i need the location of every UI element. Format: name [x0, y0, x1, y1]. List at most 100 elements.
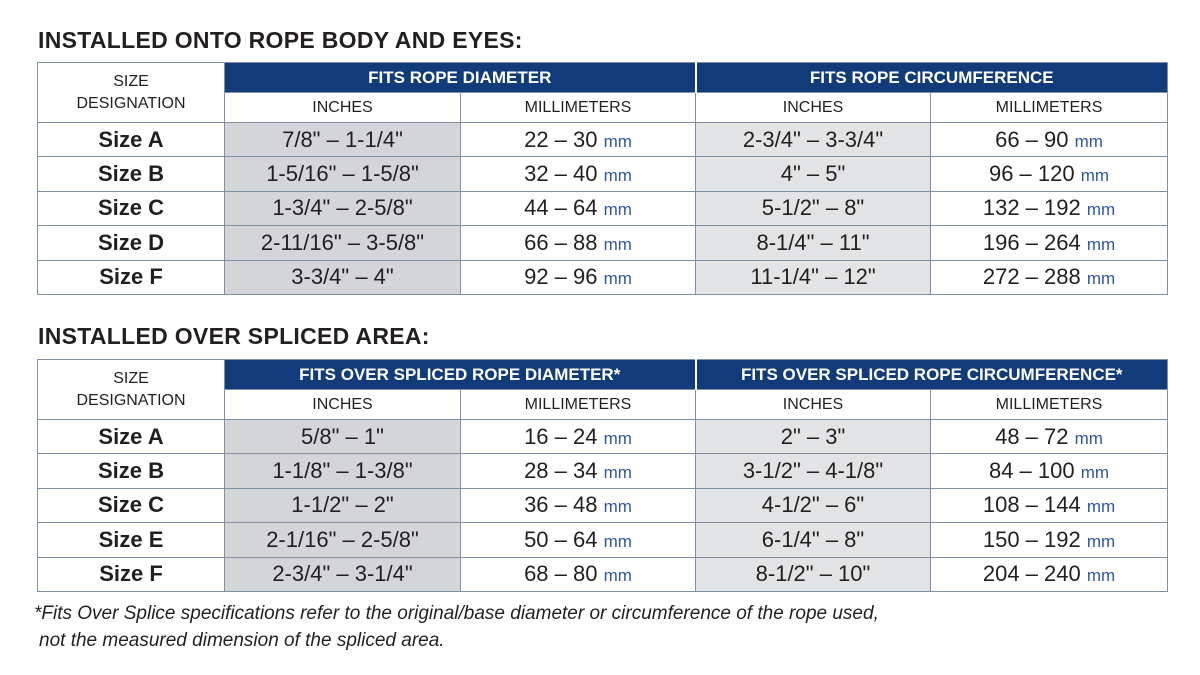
diameter-mm-cell: 92 – 96 mm: [459, 259, 697, 295]
mm-unit-label: mm: [1086, 497, 1116, 517]
diameter-mm-cell-value: 22 – 30: [524, 126, 598, 152]
size-label-value: Size F: [99, 264, 163, 290]
diameter-inches-cell: 2-1/16" – 2-5/8": [224, 522, 461, 558]
circumference-mm-cell-value: 204 – 240: [982, 561, 1081, 587]
circumference-inches-cell-value: 5-1/2" – 8": [761, 195, 865, 221]
diameter-mm-cell: 28 – 34 mm: [460, 453, 696, 489]
diameter-mm-cell-value: 50 – 64: [524, 526, 598, 552]
circumference-inches-cell: 6-1/4" – 8": [695, 522, 931, 558]
unit-header-inches: INCHES: [695, 389, 931, 420]
size-label: Size B: [37, 156, 225, 192]
diameter-mm-cell-value: 66 – 88: [524, 229, 598, 255]
mm-unit-label: mm: [1080, 463, 1110, 483]
table-row: Size E 2-1/16" – 2-5/8" 50 – 64 mm 6-1/4" –…: [37, 522, 1169, 558]
table-row: Size F 2-3/4" – 3-1/4" 68 – 80 mm 8-1/2" – …: [37, 556, 1169, 592]
size-designation-header: SIZE DESIGNATION: [37, 62, 225, 123]
table-row: Size A 7/8" – 1-1/4" 22 – 30 mm 2-3/4" – 3-…: [37, 121, 1169, 158]
group-header-diameter: FITS ROPE DIAMETER: [223, 62, 697, 93]
mm-unit-label: mm: [603, 200, 632, 220]
group-header-spliced-circumference: FITS OVER SPLICED ROPE CIRCUMFERENCE*: [694, 359, 1169, 390]
diameter-mm-cell-value: 32 – 40: [524, 161, 598, 187]
diameter-inches-cell-value: 1-3/4" – 2-5/8": [272, 195, 413, 221]
mm-unit-label: mm: [1080, 166, 1110, 186]
circumference-inches-cell-value: 8-1/2" – 10": [755, 561, 871, 587]
mm-unit-label: mm: [1086, 200, 1116, 220]
circumference-mm-cell: 272 – 288 mm: [930, 259, 1169, 295]
mm-unit-label: mm: [603, 463, 632, 483]
diameter-inches-cell: 3-3/4" – 4": [224, 259, 461, 295]
size-designation-header: SIZE DESIGNATION: [37, 359, 225, 420]
footnote: *Fits Over Splice specifications refer t…: [34, 600, 879, 654]
unit-header-millimeters: MILLIMETERS: [929, 389, 1169, 420]
table-row: Size B 1-5/16" – 1-5/8" 32 – 40 mm 4" – 5" 9…: [37, 156, 1169, 192]
diameter-inches-cell: 1-3/4" – 2-5/8": [224, 190, 461, 227]
size-header-line2: DESIGNATION: [76, 94, 186, 112]
diameter-inches-cell: 1-5/16" – 1-5/8": [224, 156, 461, 192]
circumference-mm-cell: 96 – 120 mm: [930, 156, 1169, 192]
diameter-mm-cell: 66 – 88 mm: [459, 225, 697, 261]
mm-unit-label: mm: [603, 269, 632, 289]
diameter-mm-cell-value: 28 – 34: [524, 458, 598, 484]
circumference-inches-cell-value: 3-1/2" – 4-1/8": [742, 458, 884, 484]
footnote-line2: not the measured dimension of the splice…: [39, 630, 445, 651]
diameter-inches-cell-value: 2-3/4" – 3-1/4": [272, 561, 413, 587]
size-label-value: Size A: [98, 423, 164, 449]
table-row: Size A 5/8" – 1" 16 – 24 mm 2" – 3" 48 – 72 …: [37, 418, 1169, 455]
size-label: Size C: [37, 487, 225, 524]
diameter-mm-cell: 16 – 24 mm: [460, 418, 696, 455]
diameter-mm-cell: 44 – 64 mm: [459, 190, 697, 227]
mm-unit-label: mm: [603, 428, 632, 448]
unit-header-millimeters: MILLIMETERS: [460, 389, 696, 420]
mm-unit-label: mm: [1074, 428, 1103, 448]
size-label: Size B: [37, 453, 225, 489]
size-header-line1: SIZE: [113, 72, 149, 90]
size-label-value: Size F: [99, 561, 163, 587]
mm-unit-label: mm: [603, 234, 632, 254]
size-label-value: Size B: [97, 161, 165, 187]
mm-unit-label: mm: [603, 531, 632, 551]
size-label: Size E: [37, 522, 225, 558]
circumference-mm-cell-value: 272 – 288: [982, 264, 1081, 290]
section1-title: INSTALLED ONTO ROPE BODY AND EYES:: [38, 27, 523, 53]
circumference-mm-cell-value: 48 – 72: [995, 423, 1069, 449]
diameter-inches-cell: 2-3/4" – 3-1/4": [224, 556, 461, 592]
group-header-spliced-diameter: FITS OVER SPLICED ROPE DIAMETER*: [224, 359, 697, 390]
circumference-mm-cell-value: 96 – 120: [988, 161, 1075, 187]
diameter-mm-cell: 36 – 48 mm: [460, 487, 696, 524]
circumference-inches-cell: 8-1/2" – 10": [695, 556, 931, 592]
size-label: Size D: [37, 225, 225, 261]
diameter-mm-cell-value: 68 – 80: [524, 561, 598, 587]
diameter-inches-cell-value: 1-5/16" – 1-5/8": [266, 161, 419, 187]
circumference-inches-cell: 11-1/4" – 12": [695, 259, 932, 295]
size-label-value: Size A: [98, 126, 164, 152]
circumference-mm-cell-value: 196 – 264: [982, 229, 1081, 255]
diameter-inches-cell-value: 1-1/8" – 1-3/8": [272, 458, 413, 484]
mm-unit-label: mm: [1086, 566, 1116, 586]
size-label-value: Size E: [98, 526, 164, 552]
circumference-mm-cell: 150 – 192 mm: [929, 522, 1169, 558]
diameter-mm-cell-value: 92 – 96: [524, 264, 598, 290]
footnote-line1: *Fits Over Splice specifications refer t…: [34, 603, 879, 624]
table-row: Size B 1-1/8" – 1-3/8" 28 – 34 mm 3-1/2" – …: [37, 453, 1169, 489]
circumference-mm-cell: 48 – 72 mm: [929, 418, 1169, 455]
diameter-mm-cell-value: 44 – 64: [524, 195, 598, 221]
mm-unit-label: mm: [1086, 531, 1116, 551]
mm-unit-label: mm: [603, 166, 632, 186]
mm-unit-label: mm: [603, 131, 632, 151]
unit-header-inches: INCHES: [224, 92, 461, 123]
circumference-mm-cell: 108 – 144 mm: [929, 487, 1169, 524]
unit-header-millimeters: MILLIMETERS: [930, 92, 1169, 123]
circumference-inches-cell: 2" – 3": [695, 418, 931, 455]
unit-header-inches: INCHES: [224, 389, 461, 420]
rope-body-spec-table: SIZE DESIGNATION FITS ROPE DIAMETER FITS…: [37, 62, 1169, 295]
circumference-inches-cell-value: 6-1/4" – 8": [761, 526, 865, 552]
diameter-mm-cell: 68 – 80 mm: [460, 556, 696, 592]
diameter-inches-cell-value: 5/8" – 1": [301, 423, 384, 449]
table-row: Size C 1-1/2" – 2" 36 – 48 mm 4-1/2" – 6" 10…: [37, 487, 1169, 524]
circumference-inches-cell: 4" – 5": [695, 156, 932, 192]
unit-header-millimeters: MILLIMETERS: [459, 92, 697, 123]
circumference-inches-cell-value: 11-1/4" – 12": [750, 264, 876, 290]
diameter-mm-cell: 32 – 40 mm: [459, 156, 697, 192]
circumference-inches-cell: 3-1/2" – 4-1/8": [695, 453, 931, 489]
circumference-inches-cell-value: 4" – 5": [780, 161, 846, 187]
